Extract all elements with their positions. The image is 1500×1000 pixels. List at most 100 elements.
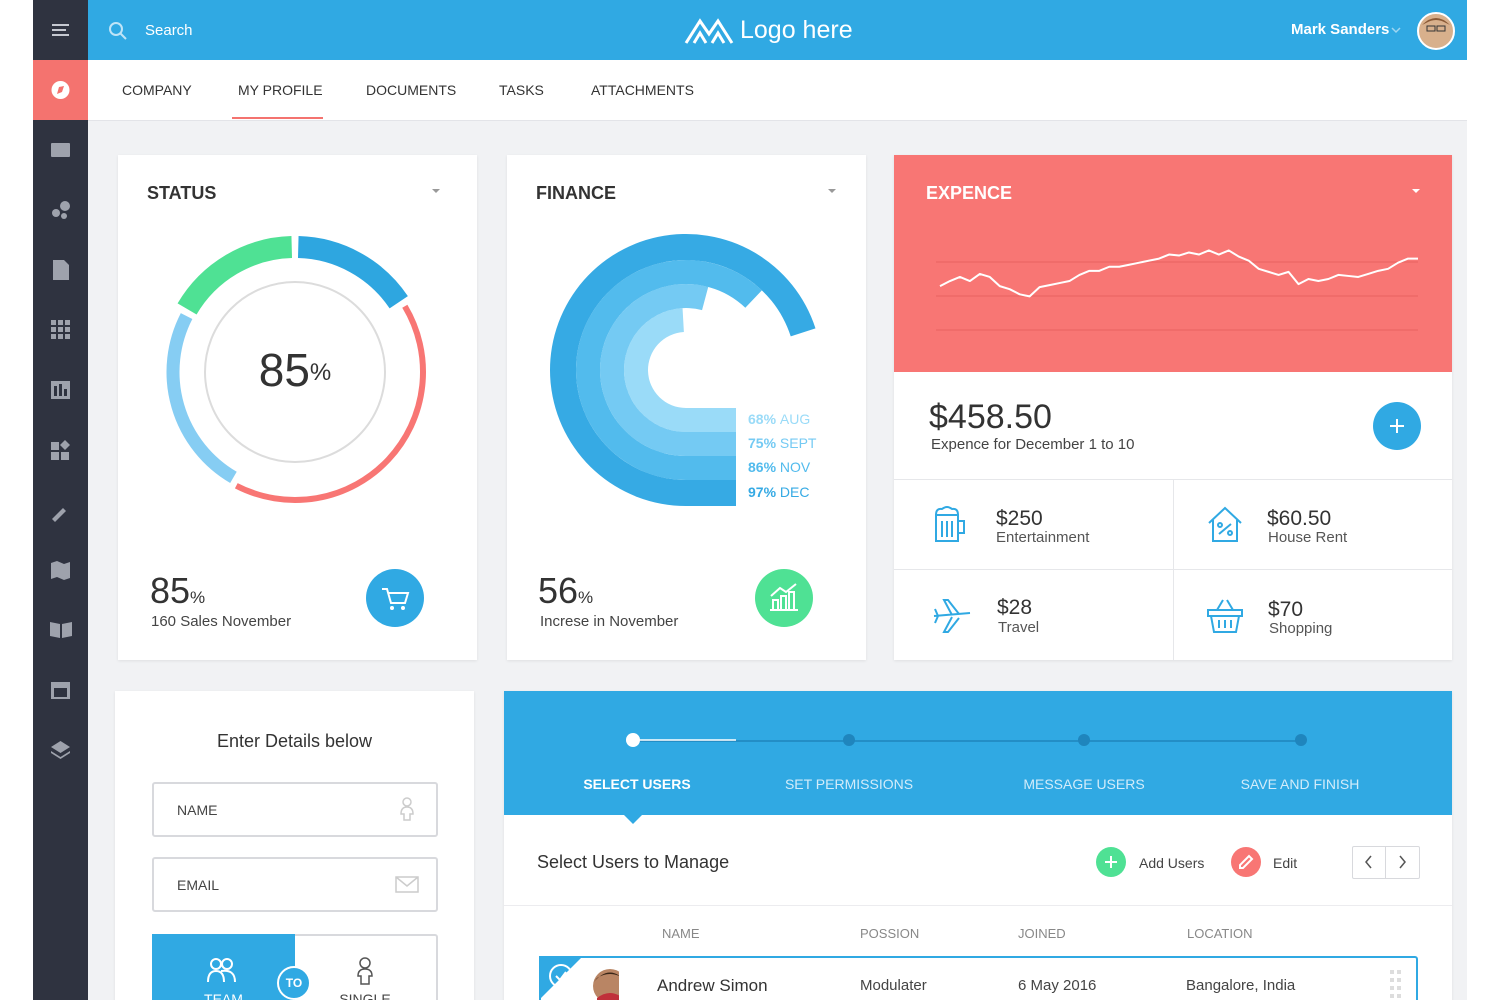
book-icon[interactable] (50, 622, 72, 638)
expense-header (894, 155, 1452, 372)
brush-icon[interactable] (52, 508, 66, 522)
tab[interactable]: COMPANY (122, 82, 192, 98)
center-label: 85% (259, 344, 332, 396)
step-label[interactable]: SET PERMISSIONS (784, 776, 914, 792)
cart-button[interactable] (365, 568, 425, 628)
edit-icon[interactable] (1230, 846, 1262, 878)
sidebar (33, 0, 88, 1000)
inner-ring (204, 281, 386, 463)
radial-label: 75% SEPT (748, 435, 817, 451)
input-placeholder: EMAIL (177, 877, 220, 893)
user-avatar[interactable] (1416, 11, 1456, 51)
step-label[interactable]: MESSAGE USERS (1023, 776, 1145, 792)
donut-segment (234, 304, 426, 503)
stepper-track (624, 733, 1307, 824)
radial-bar (600, 284, 736, 456)
email-input[interactable] (152, 857, 438, 912)
search-input[interactable]: Search (145, 22, 193, 39)
value: 85 (150, 570, 191, 611)
stepper (504, 691, 1452, 815)
edit[interactable]: Edit (1273, 855, 1298, 871)
cell: 6 May 2016 (1018, 977, 1097, 994)
input-placeholder: NAME (177, 802, 218, 818)
radial-label: 97% DEC (748, 484, 809, 500)
item-amount: $250 (996, 507, 1043, 530)
category-label: SEPT (780, 435, 817, 451)
doc-icon[interactable] (53, 260, 69, 280)
logo-text: Logo here (740, 16, 853, 44)
mail-icon (395, 876, 419, 893)
single-icon (357, 957, 373, 985)
step-label[interactable]: SELECT USERS (583, 776, 691, 792)
bubbles-icon[interactable] (52, 201, 70, 219)
row-check[interactable] (539, 956, 619, 1000)
header (88, 0, 1467, 60)
center-unit: % (310, 359, 331, 386)
radial-bar (576, 260, 762, 480)
add-users[interactable]: Add Users (1139, 855, 1205, 871)
tab[interactable]: TASKS (499, 82, 544, 98)
chart-button[interactable] (754, 568, 814, 628)
item-label: House Rent (1268, 529, 1348, 546)
tab-active[interactable]: MY PROFILE (238, 82, 323, 98)
name-input[interactable] (152, 782, 438, 837)
dropdown-caret[interactable] (1410, 187, 1422, 195)
team-icon (207, 958, 236, 983)
toggle-label: TEAM (204, 991, 243, 1000)
step-dot[interactable] (1295, 734, 1307, 746)
grid-icon[interactable] (51, 320, 70, 339)
search-icon[interactable] (106, 19, 130, 43)
step-pointer (624, 815, 642, 824)
plane-icon (933, 599, 971, 633)
value-label: 97% (748, 484, 777, 500)
add-expense-button[interactable] (1372, 401, 1422, 451)
pager-divider (1385, 846, 1386, 879)
card-title: FINANCE (536, 183, 616, 203)
layers-icon[interactable] (51, 741, 70, 759)
tab-bar (88, 60, 1467, 121)
person-icon (400, 797, 414, 821)
add-users-icon[interactable] (1095, 846, 1127, 878)
value-label: 68% (748, 411, 777, 427)
mail-icon[interactable] (51, 143, 70, 157)
toggle-label[interactable]: SINGLE (339, 991, 391, 1000)
category-label: AUG (780, 411, 810, 427)
map-icon[interactable] (51, 561, 70, 580)
menu-icon[interactable] (52, 24, 69, 36)
tab-underline (232, 117, 323, 119)
finance-caption: Increse in November (540, 613, 679, 630)
tab[interactable]: DOCUMENTS (366, 82, 457, 98)
column-header: POSSION (860, 926, 920, 941)
step-dot[interactable] (843, 734, 855, 746)
column-header: JOINED (1018, 926, 1066, 941)
expense-line (939, 249, 1418, 298)
donut-chart: 85% (166, 236, 426, 503)
item-amount: $28 (997, 596, 1033, 619)
cell: Modulater (860, 977, 927, 994)
tab[interactable]: ATTACHMENTS (591, 82, 694, 98)
divider (1173, 479, 1174, 660)
beer-icon (935, 506, 965, 542)
step-label[interactable]: SAVE AND FINISH (1240, 776, 1360, 792)
dropdown-caret[interactable] (430, 187, 442, 195)
pager-arrows[interactable] (1352, 846, 1420, 879)
donut-segment (297, 236, 408, 309)
column-header: NAME (662, 926, 700, 941)
step-dot[interactable] (1078, 734, 1090, 746)
drag-handle[interactable] (1388, 968, 1404, 1000)
separator-text: TO (285, 976, 303, 990)
dropdown-caret[interactable] (826, 187, 838, 195)
donut-segment (177, 236, 293, 315)
widgets-icon[interactable] (51, 440, 70, 460)
compass-icon[interactable] (51, 81, 70, 99)
status-value: 85% (150, 573, 205, 609)
form-title: Enter Details below (216, 731, 373, 751)
card-title: STATUS (147, 183, 217, 203)
column-header: LOCATION (1187, 926, 1253, 941)
step-dot[interactable] (626, 733, 640, 747)
user-caret[interactable] (1390, 24, 1402, 36)
user-name[interactable]: Mark Sanders (1291, 21, 1390, 38)
unit: % (190, 588, 206, 607)
finance-value: 56% (538, 573, 593, 609)
